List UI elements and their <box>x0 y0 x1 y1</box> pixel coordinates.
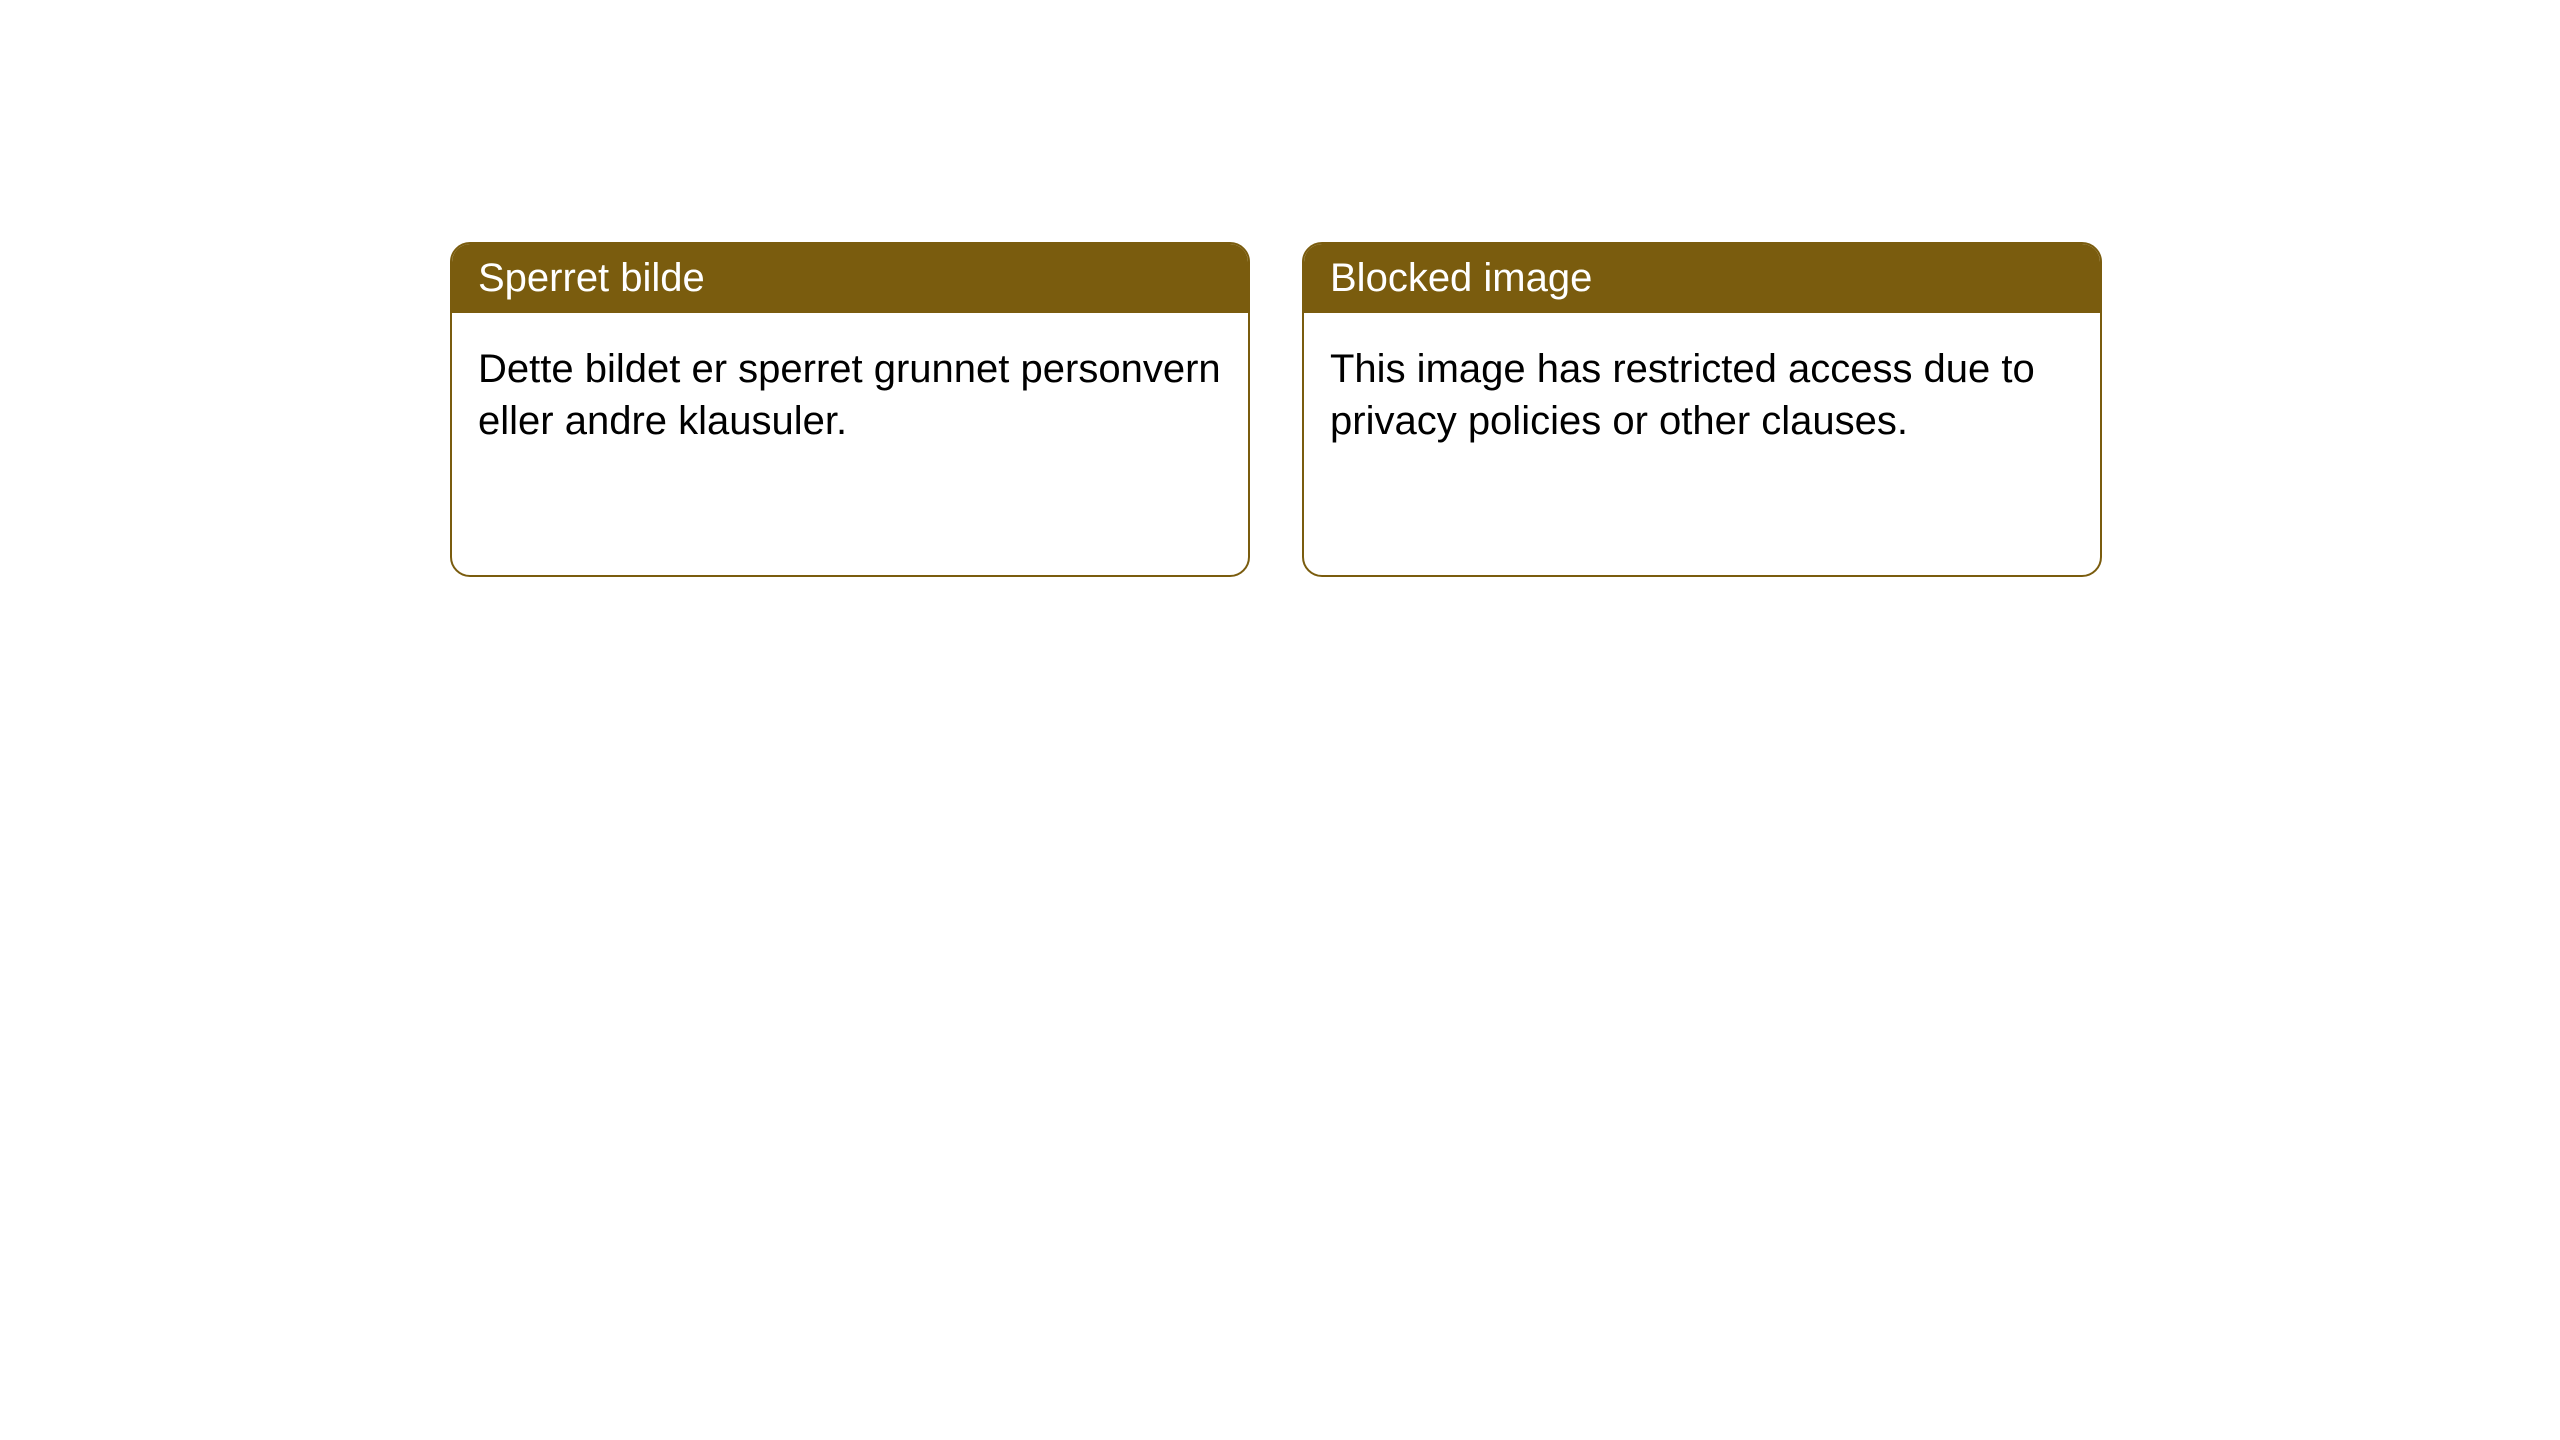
notice-header-english: Blocked image <box>1304 244 2100 313</box>
notice-body-norwegian: Dette bildet er sperret grunnet personve… <box>452 313 1248 477</box>
notice-container: Sperret bilde Dette bildet er sperret gr… <box>450 242 2102 577</box>
notice-card-norwegian: Sperret bilde Dette bildet er sperret gr… <box>450 242 1250 577</box>
notice-card-english: Blocked image This image has restricted … <box>1302 242 2102 577</box>
notice-body-english: This image has restricted access due to … <box>1304 313 2100 477</box>
notice-header-norwegian: Sperret bilde <box>452 244 1248 313</box>
